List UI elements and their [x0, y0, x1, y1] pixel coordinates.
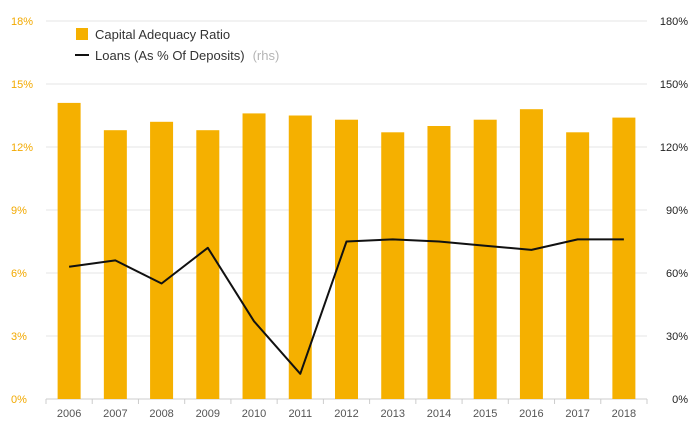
left-axis-ticks: 0% 3% 6% 9% 12% 15% 18%: [11, 16, 33, 406]
x-tick-label: 2018: [612, 408, 636, 420]
x-tick-label: 2013: [380, 408, 404, 420]
loans-line: [68, 238, 624, 375]
left-tick-label: 9%: [11, 205, 27, 217]
x-tick-label: 2015: [473, 408, 497, 420]
x-tick-label: 2016: [519, 408, 543, 420]
x-tick-label: 2009: [196, 408, 220, 420]
legend-swatch-capital-adequacy: [76, 28, 88, 40]
bar: [473, 119, 497, 399]
right-tick-label: 0%: [672, 394, 688, 406]
bar: [196, 130, 220, 399]
bar: [519, 109, 543, 399]
left-tick-label: 0%: [11, 394, 27, 406]
legend-label-loans-name: Loans (As % Of Deposits): [95, 48, 245, 63]
x-tick-label: 2008: [149, 408, 173, 420]
right-tick-label: 30%: [666, 331, 688, 343]
right-tick-label: 180%: [660, 16, 688, 28]
bar: [103, 130, 127, 399]
left-tick-label: 15%: [11, 79, 33, 91]
x-tick-label: 2007: [103, 408, 127, 420]
bar: [335, 119, 358, 399]
line-series: [68, 238, 624, 375]
legend-label-loans-suffix: (rhs): [253, 48, 280, 63]
x-tick-label: 2017: [565, 408, 589, 420]
right-tick-label: 60%: [666, 268, 688, 280]
bar: [57, 102, 81, 400]
bar: [381, 132, 405, 400]
legend: Capital Adequacy Ratio Loans (As % Of De…: [75, 27, 279, 64]
left-tick-label: 18%: [11, 16, 33, 28]
left-tick-label: 6%: [11, 268, 27, 280]
bar: [566, 132, 590, 400]
x-tick-label: 2010: [242, 408, 266, 420]
x-tick-label: 2014: [427, 408, 451, 420]
x-axis: 2006 2007 2008 2009 2010 2011 2012 2013 2014 2015…: [45, 399, 648, 420]
x-tick-label: 2012: [334, 408, 358, 420]
right-tick-label: 120%: [660, 142, 688, 154]
bar: [150, 121, 174, 400]
bar: [427, 126, 451, 399]
bar: [288, 115, 312, 399]
bar: [242, 113, 266, 400]
left-tick-label: 12%: [11, 142, 33, 154]
bar-series: [57, 102, 636, 400]
right-tick-label: 150%: [660, 79, 688, 91]
x-tick-label: 2011: [288, 408, 312, 420]
right-axis-ticks: 0% 30% 60% 90% 120% 150% 180%: [660, 16, 688, 406]
right-tick-label: 90%: [666, 205, 688, 217]
legend-label-capital-adequacy: Capital Adequacy Ratio: [95, 27, 230, 42]
bar: [612, 117, 636, 399]
legend-label-loans: Loans (As % Of Deposits) (rhs): [95, 47, 279, 64]
left-tick-label: 3%: [11, 331, 27, 343]
x-tick-label: 2006: [57, 408, 81, 420]
